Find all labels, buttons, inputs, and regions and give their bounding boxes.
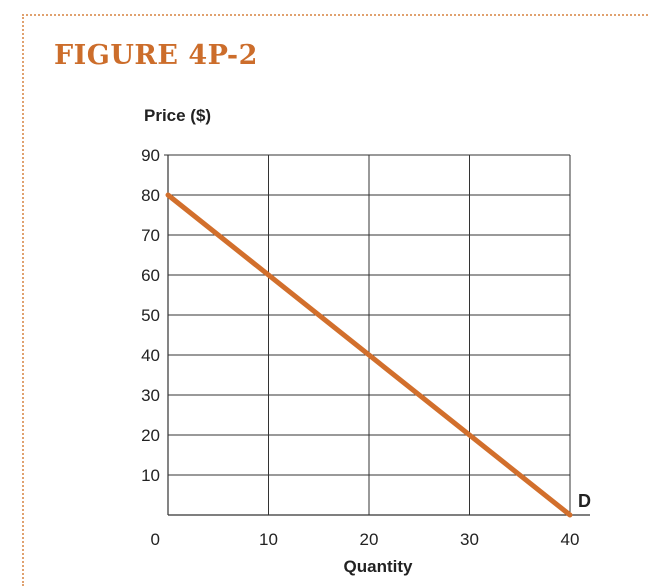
x-tick-label-10: 10 (259, 530, 278, 549)
x-axis-label: Quantity (344, 557, 413, 576)
frame-left-border (22, 14, 24, 586)
x-tick-label-40: 40 (561, 530, 580, 549)
y-tick-label-20: 20 (141, 426, 160, 445)
series-label-D: D (578, 491, 591, 511)
series-layer: D (165, 192, 591, 518)
y-tick-label-40: 40 (141, 346, 160, 365)
y-tick-label-60: 60 (141, 266, 160, 285)
origin-label: 0 (151, 530, 160, 549)
frame-top-border (22, 14, 648, 16)
y-tick-labels: 10 20 30 40 50 60 70 80 90 (141, 146, 160, 485)
x-tick-label-30: 30 (460, 530, 479, 549)
y-tick-label-90: 90 (141, 146, 160, 165)
chart-grid (164, 154, 590, 516)
y-tick-label-10: 10 (141, 466, 160, 485)
y-axis-label: Price ($) (144, 106, 211, 125)
x-tick-labels: 0 10 20 30 40 (151, 530, 580, 549)
y-tick-label-70: 70 (141, 226, 160, 245)
series-line-D (165, 192, 573, 518)
y-tick-label-50: 50 (141, 306, 160, 325)
y-tick-label-30: 30 (141, 386, 160, 405)
x-tick-label-20: 20 (360, 530, 379, 549)
figure-title: FIGURE 4P-2 (54, 40, 258, 71)
y-tick-label-80: 80 (141, 186, 160, 205)
